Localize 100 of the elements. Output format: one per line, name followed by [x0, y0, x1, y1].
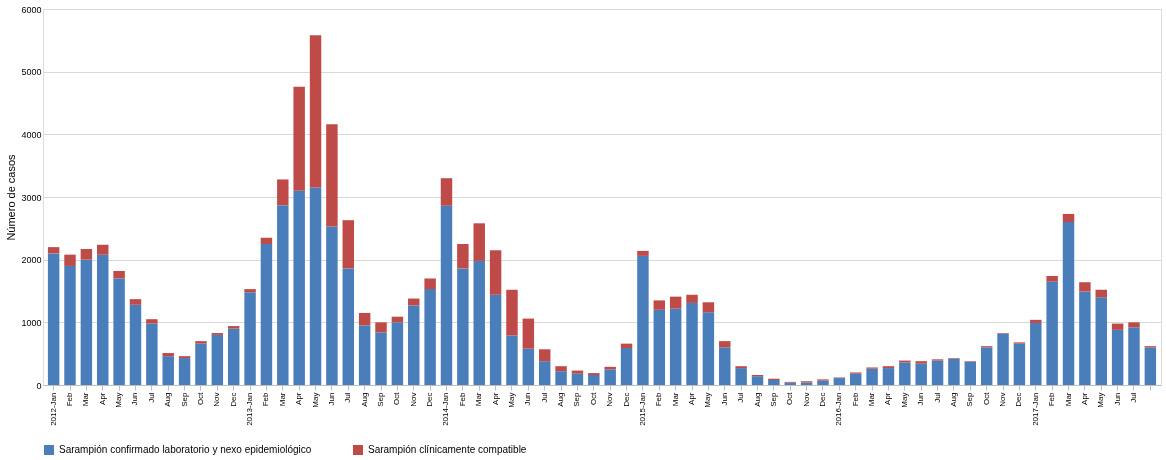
bar [358, 325, 371, 385]
x-tick-label: Apr [1079, 392, 1089, 405]
x-tick-label: Mar [277, 392, 287, 407]
x-tick-label: Jun [130, 392, 140, 406]
x-tick-label: 2012-Jan [48, 392, 58, 426]
bar [1030, 322, 1042, 385]
x-tick-label: Sep [376, 391, 386, 407]
x-tick-label: Oct [392, 391, 402, 405]
bar [309, 187, 322, 385]
bar [489, 294, 502, 385]
bar [440, 205, 453, 385]
bar [293, 86, 305, 191]
x-tick-label: Jul [343, 392, 353, 403]
bar [768, 379, 780, 385]
x-tick-label: Nov [998, 392, 1008, 407]
x-tick-label: Oct [195, 391, 205, 405]
bar [555, 371, 567, 385]
x-tick-label: Jun [1112, 392, 1122, 406]
x-tick-label: Aug [556, 392, 566, 407]
x-tick-label: Sep [572, 391, 582, 407]
bar [833, 378, 846, 385]
bar [146, 323, 158, 385]
bar [129, 304, 142, 385]
bar [686, 294, 698, 303]
bar [702, 312, 715, 385]
bar [719, 347, 731, 385]
bar [637, 255, 649, 385]
bar [227, 326, 240, 329]
x-tick-label: May [114, 392, 124, 408]
x-tick-label: Mar [670, 392, 680, 407]
bar [522, 318, 535, 349]
y-tick-label: 4000 [21, 129, 42, 140]
bar [653, 300, 666, 310]
bar [506, 289, 518, 336]
bar [1128, 322, 1140, 328]
bar [80, 249, 93, 260]
x-tick-label: May [310, 392, 320, 408]
x-tick-label: Oct [981, 391, 991, 405]
y-tick-label: 6000 [21, 4, 42, 15]
bar [424, 289, 436, 385]
legend-label: Sarampión confirmado laboratorio y nexo epidemiológico [59, 444, 312, 455]
x-tick-label: Apr [687, 392, 697, 405]
x-tick-label: Mar [867, 392, 877, 407]
x-tick-label: Jun [523, 392, 533, 406]
x-tick-label: Dec [425, 392, 435, 407]
bar [669, 308, 682, 385]
x-tick-label: May [1096, 392, 1106, 408]
bar [571, 373, 584, 385]
x-tick-label: Sep [768, 391, 778, 407]
bar [375, 322, 387, 333]
x-tick-label: Oct [785, 391, 795, 405]
bar [1046, 281, 1058, 385]
x-tick-label: Aug [948, 392, 958, 407]
x-tick-label: Feb [65, 391, 75, 407]
bar [195, 341, 207, 344]
x-tick-label: 2017-Jan [1030, 392, 1040, 426]
bar [277, 205, 289, 385]
bar [244, 289, 256, 293]
bar [588, 374, 600, 385]
y-axis-title: Número de casos [5, 153, 18, 241]
bar [457, 268, 469, 385]
bar [653, 309, 666, 385]
bar [326, 124, 338, 227]
bar [522, 348, 535, 385]
x-tick-label: Nov [408, 392, 418, 407]
bar [146, 319, 158, 324]
bar [457, 244, 469, 269]
x-tick-label: May [899, 392, 909, 408]
x-tick-label: Feb [850, 391, 860, 407]
x-tick-label: 2015-Jan [637, 392, 647, 426]
bar [538, 349, 551, 362]
bar [817, 380, 829, 385]
bar [555, 366, 567, 372]
bar [277, 179, 289, 206]
bar [162, 353, 174, 357]
bar [1013, 343, 1026, 385]
x-tick-label: Feb [457, 391, 467, 407]
bar [1079, 291, 1091, 385]
bar [948, 358, 960, 385]
x-tick-label: Nov [801, 392, 811, 407]
bar [1111, 329, 1124, 385]
bar [1095, 297, 1107, 385]
bar [735, 368, 747, 385]
x-tick-label: Jul [1128, 392, 1138, 403]
x-tick-label: Nov [212, 392, 222, 407]
bar [538, 361, 551, 385]
bar [1062, 213, 1075, 223]
x-tick-label: 2014-Jan [441, 392, 451, 426]
bar [1046, 275, 1058, 282]
y-tick-label: 3000 [21, 192, 42, 203]
bar [47, 253, 60, 385]
x-tick-label: Apr [490, 392, 500, 405]
x-tick-label: Jul [146, 392, 156, 403]
bar [489, 250, 502, 295]
x-tick-label: Mar [1063, 392, 1073, 407]
x-tick-label: Nov [605, 392, 615, 407]
bar [1062, 222, 1075, 385]
y-tick-label: 5000 [21, 67, 42, 78]
bar [375, 332, 387, 385]
bar [113, 278, 125, 385]
